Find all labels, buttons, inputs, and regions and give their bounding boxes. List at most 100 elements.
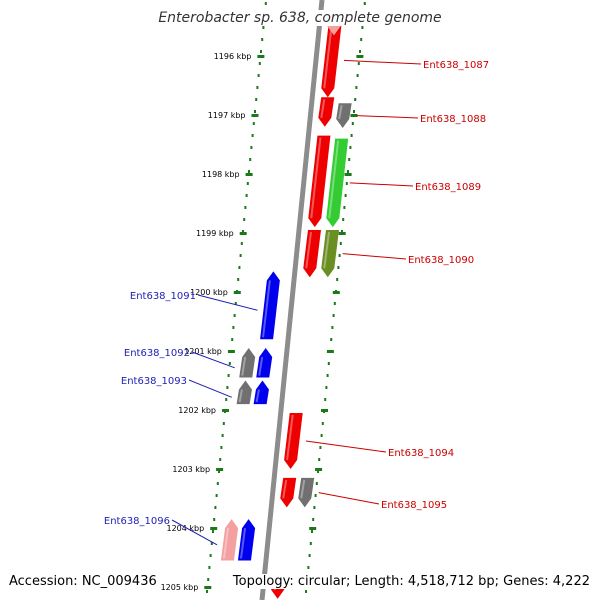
minor-tick [309, 542, 312, 545]
major-tick [222, 409, 229, 412]
minor-tick [215, 494, 218, 497]
label-leader-line [318, 492, 380, 505]
minor-tick [337, 266, 340, 269]
minor-tick [220, 446, 223, 449]
minor-tick [317, 470, 319, 473]
minor-tick [254, 110, 256, 113]
label-leader-line [171, 519, 218, 546]
minor-tick [348, 158, 351, 161]
major-tick [344, 173, 352, 176]
major-tick [338, 232, 346, 235]
gene-highlight [338, 105, 343, 120]
major-tick [233, 291, 241, 294]
minor-tick [320, 434, 323, 437]
major-tick [332, 291, 340, 294]
gene-highlight [310, 137, 322, 219]
minor-tick [246, 182, 249, 185]
minor-tick [262, 26, 265, 29]
tick-label: 1204 kbp [166, 524, 204, 533]
minor-tick [339, 242, 342, 245]
major-tick [326, 350, 334, 353]
label-leader-line [191, 351, 235, 369]
minor-tick [218, 470, 220, 473]
minor-tick [239, 254, 242, 257]
label-leader-line [356, 115, 419, 119]
gene-highlight [222, 528, 230, 559]
minor-tick [251, 134, 254, 137]
minor-tick [206, 590, 208, 593]
minor-tick [221, 434, 224, 437]
gene-label: Ent638_1087 [423, 60, 489, 71]
gene-highlight [305, 231, 312, 269]
minor-tick [234, 302, 237, 305]
minor-tick [325, 386, 328, 389]
minor-tick [353, 110, 355, 113]
minor-tick [342, 218, 345, 221]
minor-tick [219, 458, 222, 461]
minor-tick [344, 194, 347, 197]
gene-label: Ent638_1088 [420, 114, 486, 125]
minor-tick [209, 554, 212, 557]
minor-tick [341, 230, 343, 233]
gene-highlight [258, 356, 264, 376]
gene-arrow-ent638-1087 [321, 23, 342, 98]
gene-arrow-segment-10 [256, 348, 273, 378]
backbone-line [259, 0, 325, 600]
minor-tick [257, 74, 260, 77]
chart-title: Enterobacter sp. 638, complete genome [0, 10, 600, 26]
gene-highlight [262, 280, 271, 338]
minor-tick [315, 482, 318, 485]
minor-tick [248, 170, 250, 173]
backbone-layer [259, 0, 325, 600]
minor-tick [232, 326, 235, 329]
gene-arrow-segment-5 [308, 135, 331, 228]
gene-arrow-ent638-1096 [220, 519, 239, 561]
gene-highlight [241, 356, 247, 376]
tick-label: 1203 kbp [172, 465, 210, 474]
minor-tick [336, 278, 339, 281]
major-tick [309, 527, 317, 530]
ticks-layer: 1196 kbp 1197 kbp 1198 kbp 1199 kbp 1200 kbp… [161, 2, 366, 593]
minor-tick [213, 518, 216, 521]
labels-layer: Ent638_1087 Ent638_1088 Ent638_1089 Ent638_… [104, 59, 489, 546]
minor-tick [350, 134, 353, 137]
minor-tick [331, 326, 334, 329]
gene-label: Ent638_1096 [104, 516, 170, 527]
gene-highlight [273, 588, 276, 591]
minor-tick [261, 38, 264, 41]
minor-tick [359, 50, 361, 53]
minor-tick [252, 122, 255, 125]
minor-tick [249, 158, 252, 161]
gene-label: Ent638_1094 [388, 448, 454, 459]
gene-arrow-ent638-1094 [284, 412, 303, 469]
gene-arrow-ent638-1095 [298, 477, 315, 508]
tick-label: 1205 kbp [161, 583, 199, 592]
label-leader-line [305, 440, 387, 453]
tick-label: 1202 kbp [178, 406, 216, 415]
gene-label: Ent638_1089 [415, 182, 481, 193]
minor-tick [226, 386, 229, 389]
major-tick [251, 114, 259, 117]
minor-tick [338, 254, 341, 257]
genome-summary-text: Topology: circular; Length: 4,518,712 bp… [228, 574, 590, 589]
minor-tick [313, 506, 316, 509]
major-tick [315, 468, 323, 471]
minor-tick [256, 86, 259, 89]
gene-highlight [300, 479, 306, 499]
tick-label: 1198 kbp [202, 170, 240, 179]
minor-tick [355, 86, 358, 89]
minor-tick [242, 230, 244, 233]
accession-text: Accession: NC_009436 [9, 574, 157, 589]
label-leader-line [349, 182, 414, 187]
minor-tick [324, 398, 327, 401]
minor-tick [222, 422, 225, 425]
minor-tick [343, 206, 346, 209]
major-tick [227, 350, 235, 353]
minor-tick [360, 38, 363, 41]
gene-arrow-ent638-1091 [260, 271, 280, 340]
gene-arrow-ent638-1093 [236, 380, 252, 405]
gene-label: Ent638_1091 [130, 291, 196, 302]
minor-tick [354, 98, 357, 101]
minor-tick [238, 266, 241, 269]
gene-arrow-segment-12 [253, 380, 269, 405]
